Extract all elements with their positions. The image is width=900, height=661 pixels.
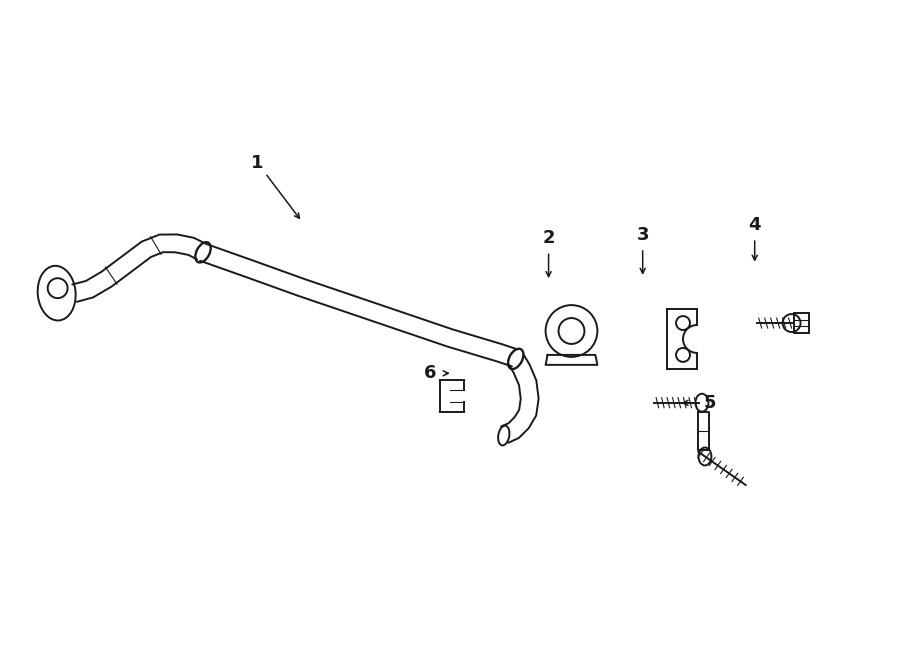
Text: 6: 6 [424,364,436,382]
Text: 2: 2 [543,229,554,247]
Text: 1: 1 [251,153,264,172]
Text: 3: 3 [636,226,649,244]
Text: 5: 5 [704,394,716,412]
Text: 4: 4 [749,216,761,234]
